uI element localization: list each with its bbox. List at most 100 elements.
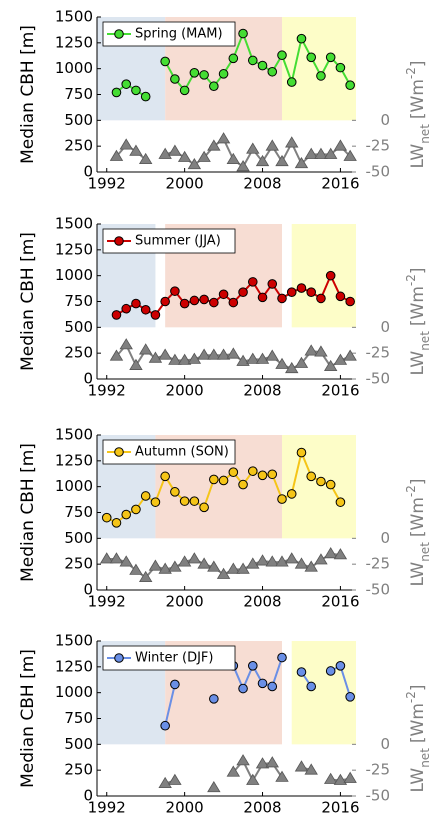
lw-marker <box>255 154 270 167</box>
lw-marker <box>138 152 153 165</box>
lw-marker <box>285 552 299 564</box>
y-tick-label: 250 <box>64 555 93 573</box>
cbh-marker <box>111 518 122 528</box>
cbh-marker <box>277 652 287 663</box>
y-tick-label: 1250 <box>55 33 93 51</box>
y-tick-label: 750 <box>64 85 93 103</box>
cbh-marker <box>160 56 170 67</box>
lw-marker <box>246 352 260 364</box>
y-axis-label: Median CBH [m] <box>18 649 38 788</box>
y2-tick-label: -25 <box>366 137 391 155</box>
lw-marker <box>158 776 172 788</box>
y-tick-label: 1250 <box>55 451 93 469</box>
cbh-marker <box>247 277 258 287</box>
legend-label: Spring (MAM) <box>135 27 223 42</box>
y2-tick-label: 0 <box>380 529 390 547</box>
legend-marker <box>114 653 124 663</box>
y-tick-label: 1000 <box>55 683 93 701</box>
cbh-marker <box>335 497 346 507</box>
cbh-marker <box>160 296 170 307</box>
y2-tick-label: 0 <box>380 735 390 753</box>
cbh-marker <box>209 81 219 92</box>
y2-label-part: [Wm <box>408 286 428 326</box>
lw-marker <box>275 154 289 167</box>
cbh-marker <box>335 661 346 671</box>
cbh-marker <box>296 447 307 458</box>
legend: Autumn (SON) <box>102 439 236 465</box>
lw-marker <box>285 136 299 148</box>
y2-label-part: -2 <box>404 485 418 497</box>
lw-marker <box>177 353 192 365</box>
cbh-marker <box>150 497 161 507</box>
cbh-marker <box>277 50 287 61</box>
y2-label-part: net <box>418 124 432 144</box>
panel: 0 250 500 750 1000 1250 1500 0 -25 -50 1992 2000 200… <box>18 8 432 193</box>
y-tick-label: 1500 <box>55 632 93 650</box>
cbh-marker <box>101 512 112 523</box>
y-tick-label: 1500 <box>55 215 93 233</box>
y-tick-label: 0 <box>83 163 93 181</box>
lw-marker <box>226 152 241 165</box>
cbh-marker <box>228 297 239 308</box>
y2-tick-label: -50 <box>366 163 391 181</box>
lw-marker <box>275 770 289 782</box>
cbh-marker <box>170 487 180 497</box>
lw-marker <box>304 560 318 572</box>
y-tick-label: 250 <box>64 344 93 362</box>
y2-label-part: ] <box>408 267 428 274</box>
x-tick-label: 2016 <box>321 799 359 817</box>
cbh-marker <box>160 720 170 731</box>
y2-label-part: LW <box>408 562 428 587</box>
y2-label-part: net <box>418 748 432 768</box>
cbh-marker <box>209 694 219 704</box>
y2-label-part: -2 <box>404 67 418 79</box>
lw-marker <box>216 132 231 144</box>
y2-tick-label: -50 <box>366 370 391 388</box>
panel: 0 250 500 750 1000 1250 1500 0 -25 -50 1992 2000 200… <box>18 426 432 611</box>
x-tick-label: 1992 <box>88 175 126 193</box>
lw-line <box>164 759 351 785</box>
lw-marker <box>294 156 309 169</box>
lw-marker <box>265 756 279 768</box>
cbh-marker <box>296 667 307 677</box>
y2-label-part: LW <box>408 768 428 793</box>
cbh-marker <box>267 66 278 77</box>
x-tick-label: 2008 <box>243 799 281 817</box>
lw-marker <box>207 139 221 151</box>
y-tick-label: 1500 <box>55 426 93 444</box>
lw-marker <box>158 147 172 159</box>
cbh-marker <box>179 85 190 96</box>
x-tick-label: 2000 <box>166 799 204 817</box>
lw-marker <box>158 348 172 360</box>
y2-tick-label: 0 <box>380 318 390 336</box>
lw-marker <box>168 353 182 365</box>
lw-marker <box>314 147 328 159</box>
cbh-marker <box>189 496 200 506</box>
cbh-marker <box>257 292 268 303</box>
y2-tick-label: -25 <box>366 761 391 779</box>
cbh-marker <box>189 68 200 78</box>
cbh-marker <box>286 489 297 499</box>
cbh-marker <box>296 283 307 293</box>
cbh-marker <box>257 678 268 689</box>
cbh-marker <box>247 661 258 671</box>
lw-marker <box>168 773 182 785</box>
cbh-marker <box>131 85 141 96</box>
cbh-marker <box>316 293 326 304</box>
lw-marker <box>343 349 357 361</box>
lw-marker <box>119 138 133 150</box>
y2-axis-label: LWnet [Wm-2] <box>404 267 432 375</box>
y2-label-part: net <box>418 331 432 351</box>
lw-marker <box>236 354 250 366</box>
cbh-marker <box>140 491 151 501</box>
lw-marker <box>275 555 289 567</box>
cbh-marker <box>306 681 317 692</box>
cbh-marker <box>277 494 287 504</box>
lw-marker <box>314 553 328 565</box>
cbh-marker <box>228 53 239 64</box>
cbh-marker <box>199 294 209 305</box>
cbh-marker <box>325 52 336 63</box>
cbh-line <box>164 657 352 726</box>
x-tick-label: 2016 <box>321 175 359 193</box>
